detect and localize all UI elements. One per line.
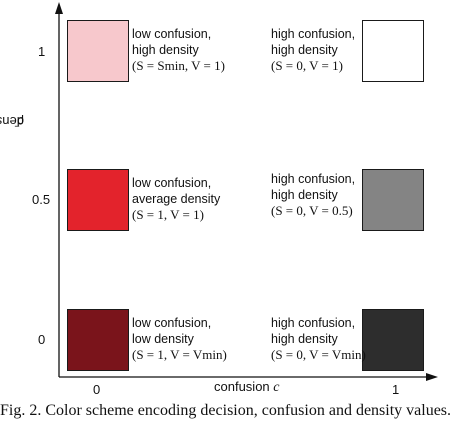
label-formula: (S = 0, V = Vmin) [271,347,366,362]
swatch-high-confusion-low-density [362,309,424,371]
label-formula: (S = 0, V = 0.5) [271,203,353,218]
swatch-high-confusion-average-density [362,169,424,231]
x-axis-title: confusion c [214,380,280,395]
label-line: high confusion, [271,172,356,186]
label-high-confusion-low-density: high confusion, high density (S = 0, V =… [271,315,366,363]
y-axis-var: ρ̄ [17,114,24,129]
label-low-confusion-high-density: low confusion, high density (S = Smin, V… [132,26,225,74]
label-formula: (S = 1, V = Vmin) [132,347,227,362]
swatch-low-confusion-high-density [67,20,129,82]
label-high-confusion-average-density: high confusion, high density (S = 0, V =… [271,171,355,219]
label-line: low confusion, [132,316,212,330]
label-line: low density [132,332,194,346]
label-formula: (S = 1, V = 1) [132,207,204,222]
label-line: high density [132,43,199,57]
x-tick-0: 0 [93,382,101,397]
label-line: low confusion, [132,27,212,41]
label-line: high density [271,43,338,57]
label-low-confusion-average-density: low confusion, average density (S = 1, V… [132,175,220,223]
label-formula: (S = Smin, V = 1) [132,58,225,73]
label-high-confusion-high-density: high confusion, high density (S = 0, V =… [271,26,355,74]
label-line: high confusion, [271,316,356,330]
x-axis-var: c [273,380,280,395]
swatch-low-confusion-average-density [67,169,129,231]
label-line: high density [271,332,338,346]
label-line: high density [271,188,338,202]
label-line: average density [132,192,221,206]
y-axis-arrow [55,2,63,14]
label-low-confusion-low-density: low confusion, low density (S = 1, V = V… [132,315,227,363]
figure-caption: Fig. 2. Color scheme encoding decision, … [0,402,452,419]
x-axis-label: confusion [214,379,270,394]
x-tick-1: 1 [392,382,400,397]
y-tick-0-5: 0.5 [32,192,51,207]
label-line: low confusion, [132,176,212,190]
swatch-high-confusion-high-density [362,20,424,82]
label-line: high confusion, [271,27,356,41]
y-tick-0: 0 [38,332,46,347]
label-formula: (S = 0, V = 1) [271,58,343,73]
y-tick-1: 1 [38,44,46,59]
x-axis-arrow [426,373,438,381]
swatch-low-confusion-low-density [67,309,129,371]
